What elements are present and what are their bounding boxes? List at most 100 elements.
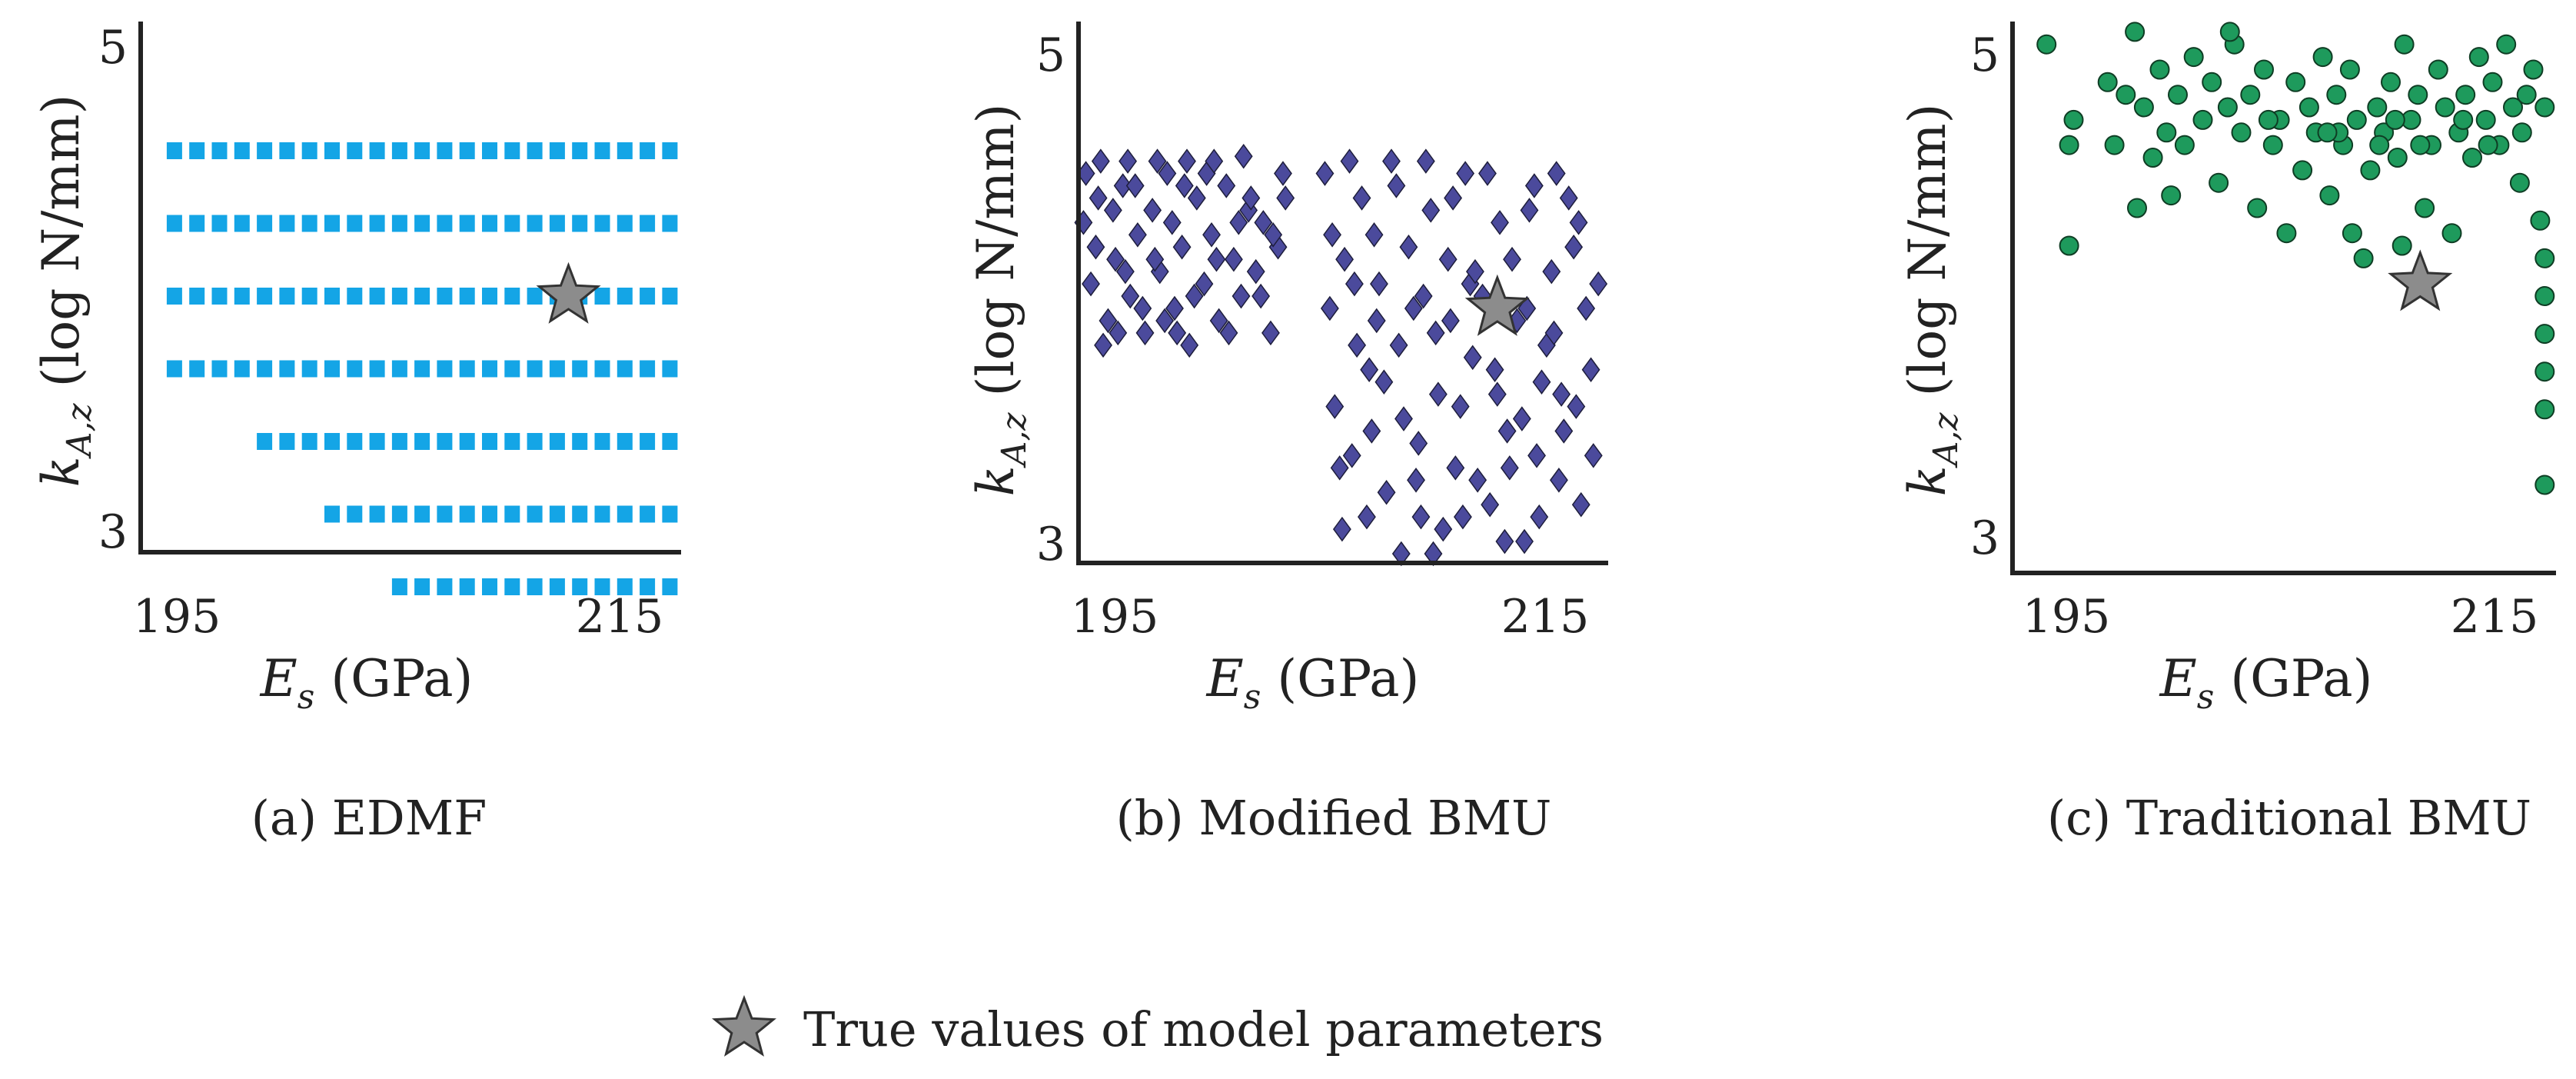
- data-point: [527, 215, 543, 232]
- data-point: [1532, 369, 1551, 395]
- data-point: [347, 142, 363, 159]
- data-point: [1133, 295, 1152, 321]
- data-point: [1434, 516, 1453, 542]
- data-point: [1185, 283, 1204, 309]
- data-point: [1394, 406, 1413, 431]
- data-point: [279, 288, 295, 305]
- data-point: [482, 142, 497, 159]
- data-point: [1438, 246, 1458, 272]
- data-point: [279, 142, 295, 159]
- data-point: [640, 433, 656, 450]
- data-point: [527, 288, 543, 305]
- data-point: [549, 360, 565, 378]
- data-point: [1500, 455, 1519, 481]
- data-point: [1589, 271, 1608, 297]
- data-point: [1547, 161, 1566, 186]
- data-point: [617, 578, 633, 595]
- data-point: [1367, 308, 1386, 334]
- legend: True values of model parameters: [712, 994, 1604, 1057]
- data-point: [1145, 246, 1165, 272]
- data-point: [279, 215, 295, 232]
- data-point: [2496, 34, 2517, 55]
- data-point: [1581, 357, 1600, 383]
- data-point: [1407, 468, 1425, 493]
- data-point: [1554, 418, 1574, 444]
- data-point: [2468, 47, 2489, 68]
- data-point: [1325, 394, 1345, 419]
- data-point: [1352, 185, 1371, 211]
- data-point: [2381, 72, 2401, 92]
- data-point: [301, 142, 317, 159]
- data-point: [2534, 97, 2555, 118]
- data-point: [1487, 381, 1507, 407]
- data-point: [2441, 223, 2462, 244]
- data-point: [1478, 161, 1497, 186]
- data-point: [2326, 85, 2347, 105]
- data-point: [2254, 59, 2274, 80]
- data-point: [2258, 109, 2279, 130]
- data-point: [211, 288, 228, 305]
- data-point: [1202, 222, 1221, 248]
- panel-a: 5 3 195 215 Es (GPa) kA,z (log N/mm) (a)…: [32, 21, 681, 846]
- true-value-star-icon: [2388, 249, 2453, 311]
- data-point: [1234, 143, 1253, 169]
- data-point: [504, 215, 520, 232]
- data-point: [2276, 223, 2297, 244]
- data-point: [1404, 295, 1423, 321]
- data-point: [1485, 357, 1504, 383]
- data-point: [347, 360, 363, 378]
- data-point: [234, 215, 250, 232]
- data-point: [2036, 34, 2057, 55]
- data-point: [1515, 528, 1534, 554]
- legend-star-icon: [712, 994, 776, 1057]
- data-point: [1370, 271, 1388, 297]
- data-point: [1416, 148, 1435, 174]
- data-point: [482, 215, 497, 232]
- data-point: [211, 360, 228, 378]
- data-point: [640, 360, 656, 378]
- data-point: [640, 142, 656, 159]
- data-point: [1162, 210, 1182, 235]
- data-point: [2192, 109, 2213, 130]
- data-point: [1374, 369, 1394, 395]
- data-point: [2059, 135, 2079, 155]
- data-point: [640, 578, 656, 595]
- data-point: [1089, 185, 1108, 211]
- data-point: [1332, 516, 1351, 542]
- data-point: [414, 215, 430, 232]
- y-tick-bottom-b: 3: [1036, 518, 1065, 571]
- data-point: [1444, 185, 1463, 211]
- data-point: [324, 360, 340, 378]
- data-point: [1463, 345, 1482, 371]
- data-point: [1527, 443, 1547, 468]
- data-point: [482, 288, 497, 305]
- data-point: [2161, 185, 2182, 206]
- data-point: [1091, 148, 1110, 174]
- data-point: [1165, 295, 1184, 321]
- marks-b: [1074, 143, 1608, 567]
- data-point: [1549, 468, 1568, 493]
- data-point: [414, 433, 430, 450]
- data-point: [549, 433, 565, 450]
- data-point: [1175, 173, 1194, 198]
- data-point: [1086, 234, 1105, 260]
- data-point: [504, 433, 520, 450]
- data-point: [1411, 504, 1431, 530]
- y-tick-bottom-a: 3: [98, 505, 128, 559]
- data-point: [1542, 258, 1561, 285]
- data-point: [1441, 308, 1460, 334]
- data-point: [2298, 97, 2319, 118]
- data-point: [2410, 135, 2431, 155]
- data-point: [640, 288, 656, 305]
- data-point: [437, 505, 453, 523]
- data-point: [2262, 135, 2283, 155]
- data-point: [2503, 97, 2523, 118]
- data-point: [594, 505, 610, 523]
- data-point: [2516, 85, 2537, 105]
- data-point: [301, 215, 317, 232]
- data-point: [2059, 235, 2079, 256]
- data-point: [1577, 295, 1596, 321]
- true-value-star-icon: [536, 261, 601, 324]
- data-point: [459, 505, 475, 523]
- data-point: [1360, 357, 1379, 383]
